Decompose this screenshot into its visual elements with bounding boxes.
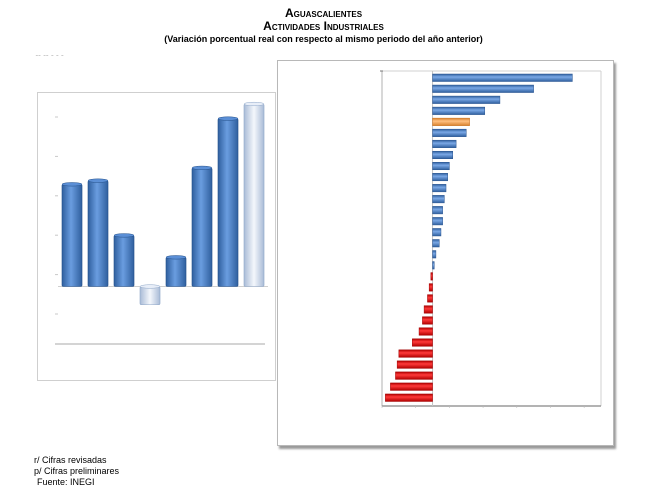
activity-bar-28 bbox=[395, 371, 433, 380]
column-bar-6 bbox=[191, 167, 213, 287]
activity-bar-29 bbox=[390, 382, 433, 391]
column-cap-6 bbox=[191, 165, 213, 170]
activity-bar-10 bbox=[432, 173, 448, 182]
activity-variation-chart bbox=[277, 60, 614, 446]
activity-bar-12 bbox=[432, 195, 445, 204]
activity-bar-27 bbox=[396, 360, 433, 369]
chart-title: Aguascalientes bbox=[284, 6, 363, 20]
column-bar-5 bbox=[165, 257, 187, 287]
activity-bar-20 bbox=[428, 283, 433, 292]
annual-variation-svg bbox=[55, 101, 268, 345]
column-bar-1 bbox=[61, 184, 83, 287]
activity-bar-25 bbox=[412, 338, 433, 347]
column-cap-2 bbox=[87, 178, 109, 183]
activity-bar-1 bbox=[432, 73, 573, 82]
column-cap-3 bbox=[113, 233, 135, 238]
chart-subtitle: Actividades Industriales bbox=[263, 19, 384, 33]
activity-bar-19 bbox=[430, 272, 433, 281]
activity-bar-3 bbox=[432, 95, 501, 104]
footnotes: r/ Cifras revisadas p/ Cifras preliminar… bbox=[34, 455, 119, 488]
annual-variation-chart bbox=[37, 92, 276, 381]
column-cap-7 bbox=[217, 116, 239, 121]
activity-bar-2 bbox=[432, 84, 534, 93]
activity-bar-23 bbox=[422, 316, 433, 325]
column-cap-8 bbox=[243, 101, 265, 107]
footnote-preliminary: p/ Cifras preliminares bbox=[34, 466, 120, 476]
activity-bar-15 bbox=[432, 228, 442, 237]
activity-bar-16 bbox=[432, 239, 440, 248]
activity-bar-9 bbox=[432, 162, 450, 171]
activity-bar-8 bbox=[432, 150, 454, 159]
column-bar-3 bbox=[113, 235, 135, 287]
column-cap-4 bbox=[139, 284, 161, 289]
activity-bar-14 bbox=[432, 217, 443, 226]
activity-bar-5 bbox=[432, 117, 470, 126]
column-bar-8 bbox=[243, 103, 265, 287]
activity-bar-22 bbox=[423, 305, 433, 314]
activity-bar-11 bbox=[432, 184, 447, 193]
column-cap-5 bbox=[165, 255, 187, 260]
activity-bar-24 bbox=[418, 327, 433, 336]
activity-bar-17 bbox=[432, 250, 437, 259]
column-bar-7 bbox=[217, 118, 239, 287]
footnote-source: Fuente: INEGI bbox=[37, 477, 95, 487]
activity-bar-13 bbox=[432, 206, 443, 215]
activity-bar-18 bbox=[432, 261, 435, 270]
activity-bar-7 bbox=[432, 139, 457, 148]
column-bar-2 bbox=[87, 180, 109, 287]
activity-bar-21 bbox=[427, 294, 433, 303]
footnote-revised: r/ Cifras revisadas bbox=[34, 455, 107, 465]
chart-description: (Variación porcentual real con respecto … bbox=[164, 34, 483, 44]
activity-bar-6 bbox=[432, 128, 467, 137]
faded-axis-stub: ‾‾ ‾‾ ‾ ‾ ‾ bbox=[36, 56, 65, 62]
column-cap-1 bbox=[61, 182, 83, 187]
column-bar-4 bbox=[139, 286, 161, 306]
activity-bar-26 bbox=[398, 349, 433, 358]
activity-bar-4 bbox=[432, 106, 486, 115]
activity-variation-svg bbox=[380, 70, 602, 408]
activity-bar-30 bbox=[385, 393, 433, 402]
